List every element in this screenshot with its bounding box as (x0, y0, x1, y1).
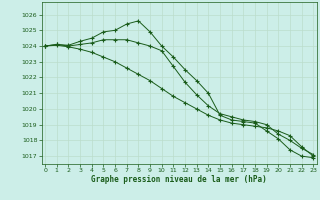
X-axis label: Graphe pression niveau de la mer (hPa): Graphe pression niveau de la mer (hPa) (91, 175, 267, 184)
